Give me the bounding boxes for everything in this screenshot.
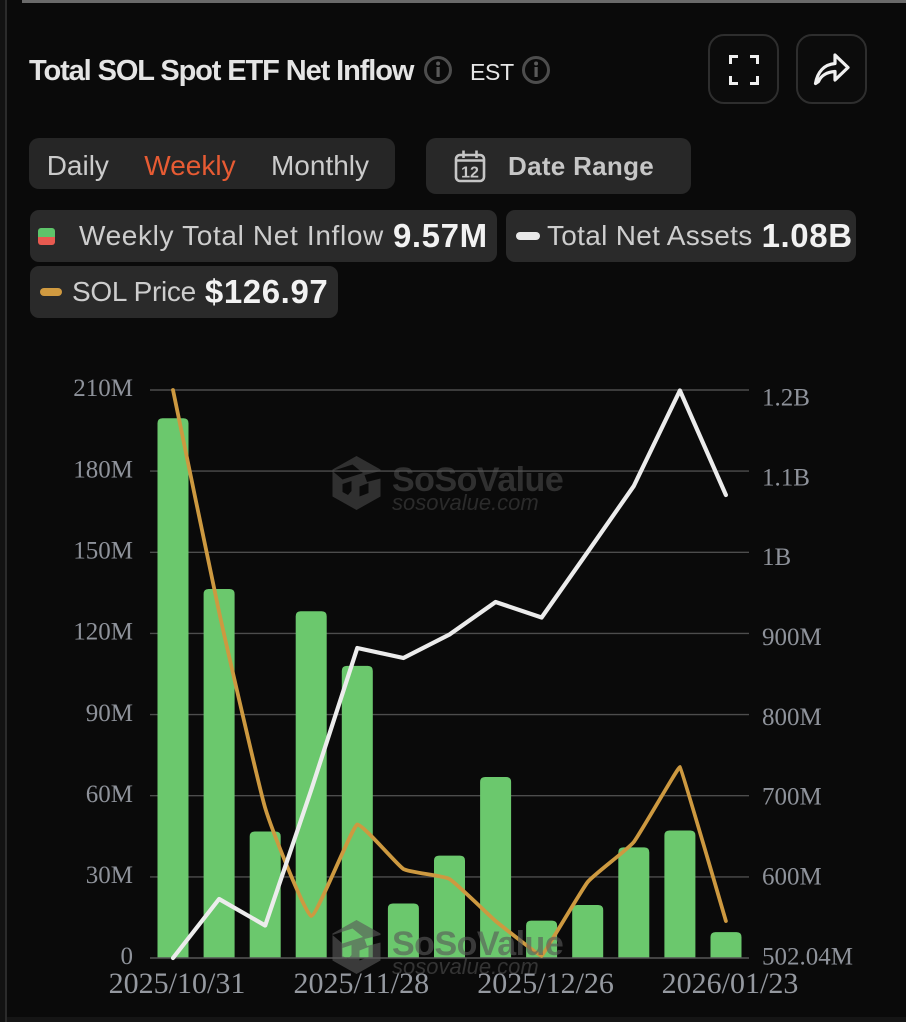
- svg-text:2025/11/28: 2025/11/28: [294, 967, 430, 1000]
- svg-text:SoSoValue: SoSoValue: [392, 461, 563, 499]
- svg-text:2026/01/23: 2026/01/23: [662, 967, 799, 1000]
- svg-text:120M: 120M: [73, 619, 133, 646]
- svg-text:sosovalue.com: sosovalue.com: [392, 954, 539, 979]
- svg-text:SoSoValue: SoSoValue: [392, 925, 563, 963]
- svg-text:210M: 210M: [73, 375, 133, 402]
- svg-text:700M: 700M: [762, 784, 822, 811]
- svg-text:502.04M: 502.04M: [762, 943, 853, 970]
- svg-text:800M: 800M: [762, 704, 822, 731]
- svg-text:0: 0: [121, 943, 134, 970]
- svg-text:600M: 600M: [762, 864, 822, 891]
- svg-text:2025/12/26: 2025/12/26: [477, 967, 614, 1000]
- svg-text:sosovalue.com: sosovalue.com: [392, 490, 539, 515]
- svg-text:1B: 1B: [762, 544, 791, 571]
- svg-text:1.1B: 1.1B: [762, 464, 810, 491]
- svg-text:30M: 30M: [86, 862, 133, 889]
- svg-text:2025/10/31: 2025/10/31: [109, 967, 246, 1000]
- svg-text:900M: 900M: [762, 624, 822, 651]
- svg-text:180M: 180M: [73, 456, 133, 483]
- svg-text:60M: 60M: [86, 781, 133, 808]
- svg-text:150M: 150M: [73, 538, 133, 565]
- svg-text:90M: 90M: [86, 700, 133, 727]
- svg-text:12: 12: [461, 165, 479, 182]
- svg-text:1.2B: 1.2B: [762, 385, 810, 412]
